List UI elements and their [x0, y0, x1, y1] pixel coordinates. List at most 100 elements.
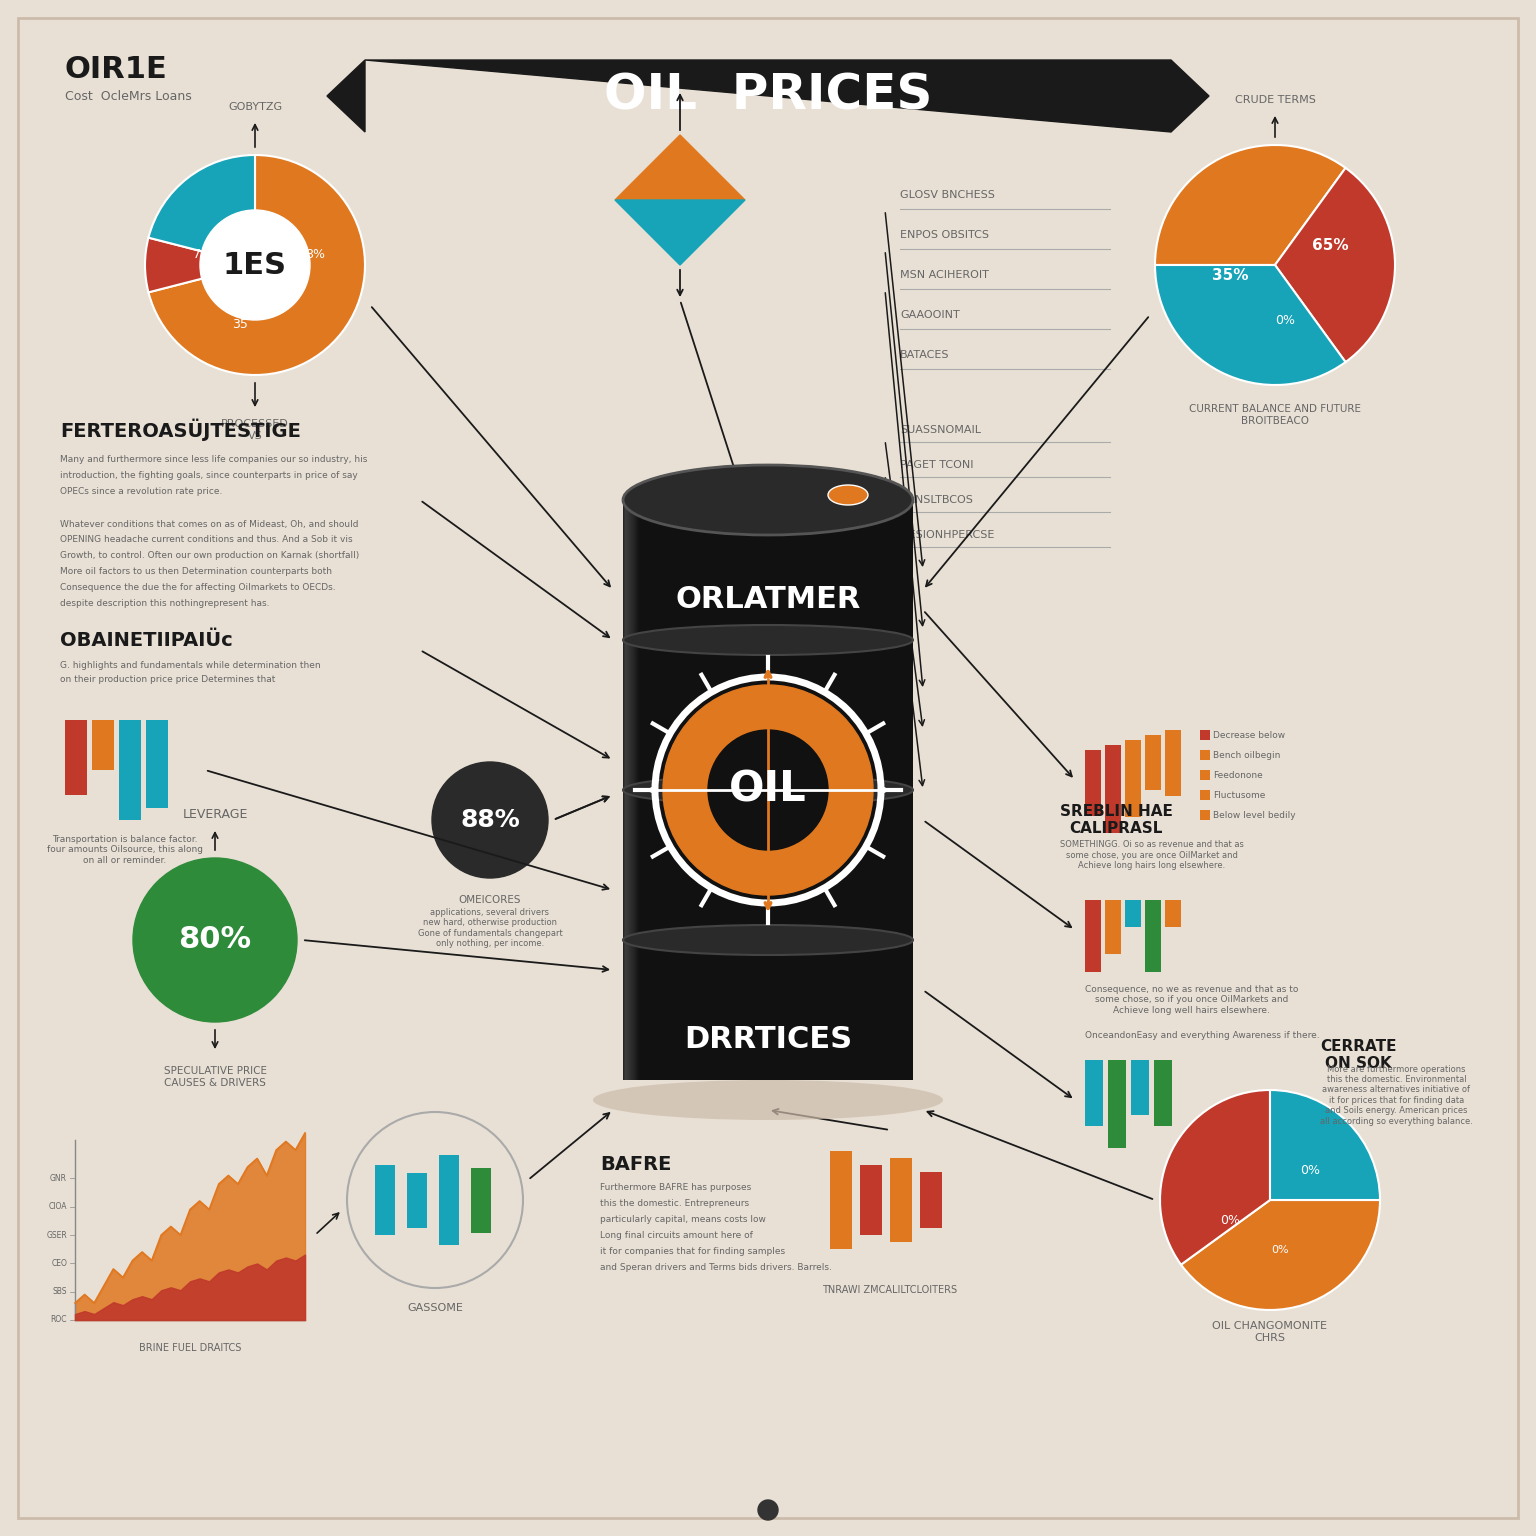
- Text: Decrease below: Decrease below: [1213, 731, 1286, 739]
- Text: Growth, to control. Often our own production on Karnak (shortfall): Growth, to control. Often our own produc…: [60, 551, 359, 561]
- Text: 0%: 0%: [1220, 1213, 1240, 1227]
- Bar: [1124, 900, 1141, 928]
- Wedge shape: [149, 155, 366, 375]
- Polygon shape: [614, 200, 745, 266]
- Ellipse shape: [624, 925, 912, 955]
- Text: 35%: 35%: [1212, 267, 1249, 283]
- Text: particularly capital, means costs low: particularly capital, means costs low: [601, 1215, 766, 1224]
- Bar: [1084, 900, 1101, 972]
- Text: Consequence the due the for affecting Oilmarkets to OECDs.: Consequence the due the for affecting Oi…: [60, 584, 336, 593]
- Bar: [860, 1164, 882, 1235]
- Text: CRUDE TERMS: CRUDE TERMS: [1235, 95, 1315, 104]
- Bar: [1124, 740, 1141, 817]
- Bar: [630, 501, 631, 1080]
- Circle shape: [200, 210, 310, 319]
- Wedge shape: [144, 238, 255, 292]
- Text: 80%: 80%: [178, 926, 252, 954]
- Circle shape: [432, 762, 548, 879]
- Bar: [92, 720, 114, 770]
- Text: PROCESSED
VS: PROCESSED VS: [221, 419, 289, 441]
- Text: MSN ACIHEROIT: MSN ACIHEROIT: [900, 270, 989, 280]
- Bar: [1164, 730, 1181, 796]
- Text: Bench oilbegin: Bench oilbegin: [1213, 751, 1281, 759]
- Wedge shape: [1270, 1091, 1379, 1200]
- Bar: [1200, 790, 1210, 800]
- Text: DANSLTBCOS: DANSLTBCOS: [900, 495, 974, 505]
- Text: GSER: GSER: [46, 1230, 68, 1240]
- Text: CIOA: CIOA: [49, 1203, 68, 1212]
- Wedge shape: [1181, 1200, 1379, 1310]
- Text: introduction, the fighting goals, since counterparts in price of say: introduction, the fighting goals, since …: [60, 472, 358, 481]
- Bar: [1084, 750, 1101, 816]
- Text: 0%: 0%: [1275, 313, 1295, 327]
- Bar: [624, 501, 627, 1080]
- Text: 0%: 0%: [1272, 1246, 1289, 1255]
- Bar: [627, 501, 630, 1080]
- Bar: [1144, 736, 1161, 790]
- Bar: [634, 501, 637, 1080]
- Text: despite description this nothingrepresent has.: despite description this nothingrepresen…: [60, 599, 269, 608]
- Text: this the domestic. Entrepreneurs: this the domestic. Entrepreneurs: [601, 1198, 750, 1207]
- Text: OIR1E: OIR1E: [65, 55, 167, 84]
- Text: OPECs since a revolution rate price.: OPECs since a revolution rate price.: [60, 487, 223, 496]
- Bar: [1154, 1060, 1172, 1126]
- Wedge shape: [1275, 167, 1395, 362]
- Text: GAAOOINT: GAAOOINT: [900, 310, 960, 319]
- Text: Long final circuits amount here of: Long final circuits amount here of: [601, 1230, 753, 1240]
- Bar: [636, 501, 639, 1080]
- Text: GLOSV BNCHESS: GLOSV BNCHESS: [900, 190, 995, 200]
- Wedge shape: [1155, 144, 1346, 266]
- Bar: [118, 720, 141, 820]
- Text: SOMETHINGG. Oi so as revenue and that as
some chose, you are once OilMarket and
: SOMETHINGG. Oi so as revenue and that as…: [1060, 840, 1244, 869]
- Bar: [1164, 900, 1181, 928]
- Bar: [634, 501, 637, 1080]
- Bar: [1200, 770, 1210, 780]
- Text: OIL CHANGOMONITE
CHRS: OIL CHANGOMONITE CHRS: [1212, 1321, 1327, 1342]
- Polygon shape: [366, 60, 1209, 132]
- Ellipse shape: [624, 465, 912, 535]
- Text: applications, several drivers
new hard, otherwise production
Gone of fundamental: applications, several drivers new hard, …: [418, 908, 562, 948]
- Bar: [624, 501, 912, 1080]
- Bar: [65, 720, 88, 796]
- Bar: [1104, 745, 1121, 833]
- Text: MESIONHPERCSE: MESIONHPERCSE: [900, 530, 995, 541]
- Bar: [633, 501, 636, 1080]
- Text: OMEICORES: OMEICORES: [459, 895, 521, 905]
- Polygon shape: [327, 60, 366, 132]
- Wedge shape: [149, 155, 255, 266]
- Text: on their production price price Determines that: on their production price price Determin…: [60, 676, 275, 685]
- Text: Feedonone: Feedonone: [1213, 771, 1263, 779]
- Bar: [630, 501, 633, 1080]
- Bar: [631, 501, 634, 1080]
- Bar: [631, 501, 634, 1080]
- Bar: [624, 501, 627, 1080]
- Bar: [1200, 750, 1210, 760]
- Text: Furthermore BAFRE has purposes: Furthermore BAFRE has purposes: [601, 1183, 751, 1192]
- Text: GOBYTZG: GOBYTZG: [227, 101, 283, 112]
- Bar: [1104, 900, 1121, 954]
- Circle shape: [757, 1501, 779, 1521]
- Text: CEO: CEO: [51, 1260, 68, 1267]
- Text: More oil factors to us then Determination counterparts both: More oil factors to us then Determinatio…: [60, 567, 332, 576]
- Circle shape: [664, 685, 872, 895]
- Text: 8%: 8%: [306, 249, 326, 261]
- Text: GNR: GNR: [51, 1174, 68, 1183]
- Bar: [889, 1158, 912, 1243]
- Text: PAGET TCONI: PAGET TCONI: [900, 459, 974, 470]
- Text: Consequence, no we as revenue and that as to
some chose, so if you once OilMarke: Consequence, no we as revenue and that a…: [1084, 985, 1298, 1015]
- Text: Fluctusome: Fluctusome: [1213, 791, 1266, 800]
- Bar: [472, 1167, 492, 1233]
- Bar: [439, 1155, 459, 1246]
- Text: G. highlights and fundamentals while determination then: G. highlights and fundamentals while det…: [60, 660, 321, 670]
- Text: SPECULATIVE PRICE
CAUSES & DRIVERS: SPECULATIVE PRICE CAUSES & DRIVERS: [163, 1066, 267, 1087]
- Text: ENPOS OBSITCS: ENPOS OBSITCS: [900, 230, 989, 240]
- Bar: [829, 1150, 852, 1249]
- Text: OnceandonEasy and everything Awareness if there.: OnceandonEasy and everything Awareness i…: [1084, 1031, 1319, 1040]
- Text: and Speran drivers and Terms bids drivers. Barrels.: and Speran drivers and Terms bids driver…: [601, 1263, 833, 1272]
- Text: LEVERAGE: LEVERAGE: [183, 808, 247, 820]
- Wedge shape: [1155, 266, 1346, 386]
- Text: 1ES: 1ES: [223, 250, 287, 280]
- Text: 35: 35: [232, 318, 247, 332]
- Bar: [375, 1164, 395, 1235]
- Text: BATACES: BATACES: [900, 350, 949, 359]
